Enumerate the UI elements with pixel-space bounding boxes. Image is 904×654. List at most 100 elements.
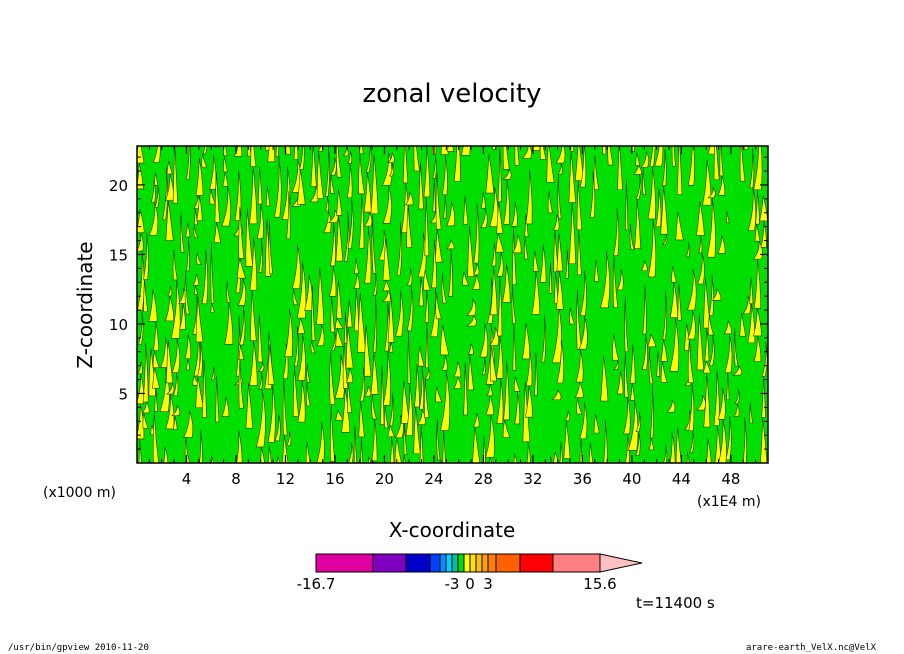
contour-patch xyxy=(687,146,695,186)
contour-patch xyxy=(671,266,677,283)
contour-patch xyxy=(707,146,715,155)
contour-patch xyxy=(172,249,178,281)
contour-patch xyxy=(329,350,336,406)
contour-patch xyxy=(642,284,647,335)
contour-patch xyxy=(521,146,532,159)
contour-patch xyxy=(525,169,533,225)
contour-patch xyxy=(137,361,143,375)
contour-patch xyxy=(423,146,431,147)
time-label: t=11400 s xyxy=(636,594,715,612)
contour-patch xyxy=(265,146,271,151)
contour-patch xyxy=(143,231,149,280)
contour-patch xyxy=(594,259,600,282)
contour-patch xyxy=(359,146,364,155)
y-tick-label: 10 xyxy=(109,316,128,334)
contour-patch xyxy=(717,235,726,254)
contour-patch xyxy=(742,295,752,315)
contour-patch xyxy=(491,146,497,150)
contour-patch xyxy=(524,214,529,237)
contour-patch xyxy=(152,146,161,163)
contour-patch xyxy=(389,393,395,426)
colorbar-segment xyxy=(315,553,374,573)
contour-patch xyxy=(363,324,372,377)
contour-patch xyxy=(153,464,160,477)
contour-patch xyxy=(172,146,179,204)
contour-patch xyxy=(555,146,566,164)
contour-patch xyxy=(671,146,676,167)
contour-patch xyxy=(436,418,441,461)
contour-patch xyxy=(707,187,716,199)
contour-patch xyxy=(548,262,553,294)
contour-patch xyxy=(512,234,522,254)
contour-patch xyxy=(387,152,395,164)
x-axis-label: X-coordinate xyxy=(389,518,516,542)
colorbar-segment xyxy=(519,553,554,573)
contour-patch xyxy=(138,81,142,136)
contour-patch xyxy=(472,412,480,428)
contour-patch xyxy=(600,251,610,309)
contour-patch xyxy=(336,146,342,178)
contour-patch xyxy=(497,147,502,203)
contour-patch xyxy=(180,211,185,253)
x-tick-label: 32 xyxy=(523,470,542,488)
contour-patch xyxy=(593,414,600,434)
contour-patch xyxy=(491,242,497,267)
contour-patch xyxy=(380,365,385,425)
contour-patch xyxy=(749,277,754,304)
contour-patch xyxy=(214,146,220,148)
contour-patch xyxy=(307,465,312,477)
contour-patch xyxy=(394,467,402,476)
y-unit-label: (x1000 m) xyxy=(43,485,116,501)
contour-patch xyxy=(677,283,682,321)
colorbar-segment xyxy=(451,553,459,573)
contour-patch xyxy=(327,209,339,223)
contour-patch xyxy=(663,445,668,463)
chart-title: zonal velocity xyxy=(362,79,541,109)
y-tick-label: 15 xyxy=(109,246,128,264)
colorbar-segment xyxy=(469,553,477,573)
y-tick-label: 5 xyxy=(118,385,128,403)
contour-patch xyxy=(142,343,149,403)
contour-patch xyxy=(239,119,245,136)
contour-patch xyxy=(511,202,518,227)
contour-patch xyxy=(733,328,739,367)
contour-patch xyxy=(153,320,160,351)
contour-patch xyxy=(565,250,569,279)
contour-patch xyxy=(676,146,683,195)
contour-patch xyxy=(256,389,266,448)
contour-patch xyxy=(613,208,620,257)
contour-patch xyxy=(210,242,215,304)
contour-patch xyxy=(265,185,271,207)
contour-patch xyxy=(743,146,749,150)
contour-patch xyxy=(467,225,475,278)
contour-patch xyxy=(635,412,641,432)
contour-patch xyxy=(382,151,393,186)
contour-patch xyxy=(365,146,372,173)
contour-patch xyxy=(347,150,353,164)
contour-patch xyxy=(286,191,291,240)
colorbar: -16.7 -3 0 3 15.6 xyxy=(297,553,643,593)
contour-patch xyxy=(534,352,538,396)
contour-patch xyxy=(739,146,746,182)
contour-patch xyxy=(149,80,156,134)
contour-patch xyxy=(463,195,469,225)
contour-patch xyxy=(579,401,588,440)
x-axis: 4 8 12 16 20 24 28 32 36 40 44 48 xyxy=(148,146,757,488)
contour-patch xyxy=(742,417,747,463)
contour-patch xyxy=(616,370,624,395)
contour-patch xyxy=(480,192,486,209)
colorbar-tick-label: 0 xyxy=(465,575,475,593)
contour-patch xyxy=(163,446,169,463)
contour-patch xyxy=(625,179,629,231)
contour-patch xyxy=(334,354,345,399)
colorbar-segment xyxy=(405,553,431,573)
contour-patch xyxy=(564,410,571,421)
contour-patch xyxy=(196,252,203,265)
contour-patch xyxy=(600,355,609,402)
x-tick-label: 28 xyxy=(474,470,493,488)
contour-patch xyxy=(152,411,160,463)
contour-patch xyxy=(447,146,455,152)
contour-patch xyxy=(588,442,594,463)
contour-patch xyxy=(224,104,228,138)
